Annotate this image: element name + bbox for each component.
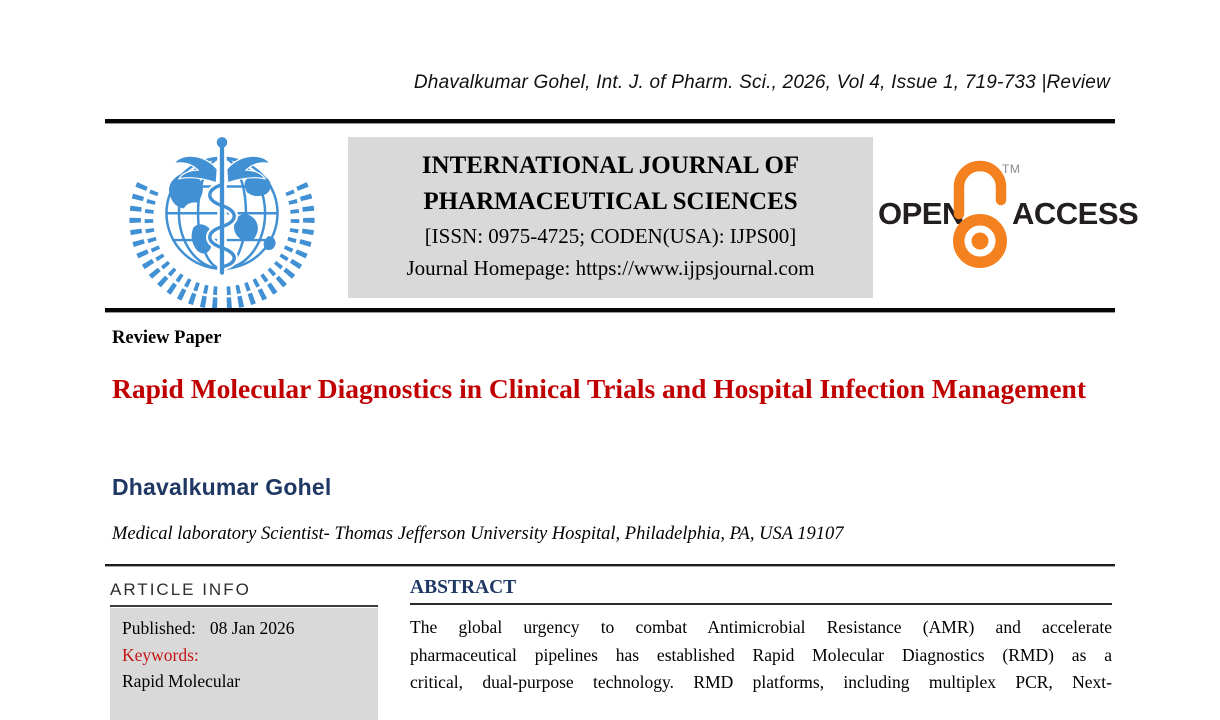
- abstract-text: The global urgency to combat Antimicrobi…: [410, 614, 1112, 697]
- article-info-heading: ARTICLE INFO: [110, 580, 251, 599]
- author-affiliation: Medical laboratory Scientist- Thomas Jef…: [112, 524, 844, 544]
- journal-logo: [126, 129, 318, 309]
- open-access-tm-mark: TM: [1002, 162, 1021, 176]
- open-access-open-label: OPEN: [878, 196, 964, 231]
- abstract-line: The global urgency to combat Antimicrobi…: [410, 617, 1112, 637]
- masthead-bottom-rule: [105, 308, 1115, 312]
- abstract-heading: ABSTRACT: [410, 577, 517, 598]
- article-info-panel: ARTICLE INFO Published: 08 Jan 2026 Keywo…: [110, 580, 378, 720]
- masthead-top-rule: [105, 119, 1115, 123]
- journal-title-line2: PHARMACEUTICAL SCIENCES: [423, 188, 798, 215]
- abstract-panel: ABSTRACT The global urgency to combat An…: [410, 577, 1112, 697]
- published-label: Published:: [122, 618, 196, 638]
- article-info-box: Published: 08 Jan 2026 Keywords: Rapid Mo…: [110, 608, 378, 720]
- journal-title-line1: INTERNATIONAL JOURNAL OF: [421, 152, 800, 179]
- published-row: Published: 08 Jan 2026: [122, 615, 366, 642]
- open-access-logo: OPEN TM ACCESS: [876, 160, 1139, 272]
- open-access-access-label: ACCESS: [1012, 196, 1139, 231]
- keyword-item: Rapid Molecular: [122, 671, 241, 691]
- journal-homepage-link[interactable]: Journal Homepage: https://www.ijpsjourna…: [406, 256, 815, 280]
- keywords-label: Keywords:: [122, 644, 199, 665]
- masthead-box: INTERNATIONAL JOURNAL OF PHARMACEUTICAL …: [348, 137, 873, 298]
- abstract-line: critical, dual-purpose technology. RMD p…: [410, 672, 1112, 692]
- abstract-line: pharmaceutical pipelines has established…: [410, 644, 1112, 665]
- who-caduceus-globe-icon: [129, 137, 315, 309]
- article-info-underline: [110, 605, 378, 607]
- journal-issn-line: [ISSN: 0975-4725; CODEN(USA): IJPS00]: [424, 224, 797, 248]
- open-access-lock-icon: [953, 160, 1007, 268]
- author-name: Dhavalkumar Gohel: [112, 474, 332, 500]
- section-divider-rule: [105, 564, 1115, 566]
- running-head-citation: Dhavalkumar Gohel, Int. J. of Pharm. Sci…: [413, 72, 1110, 93]
- paper-title: Rapid Molecular Diagnostics in Clinical …: [112, 373, 1087, 404]
- article-type-label: Review Paper: [112, 328, 222, 348]
- abstract-underline: [410, 603, 1112, 605]
- published-date: 08 Jan 2026: [209, 618, 295, 638]
